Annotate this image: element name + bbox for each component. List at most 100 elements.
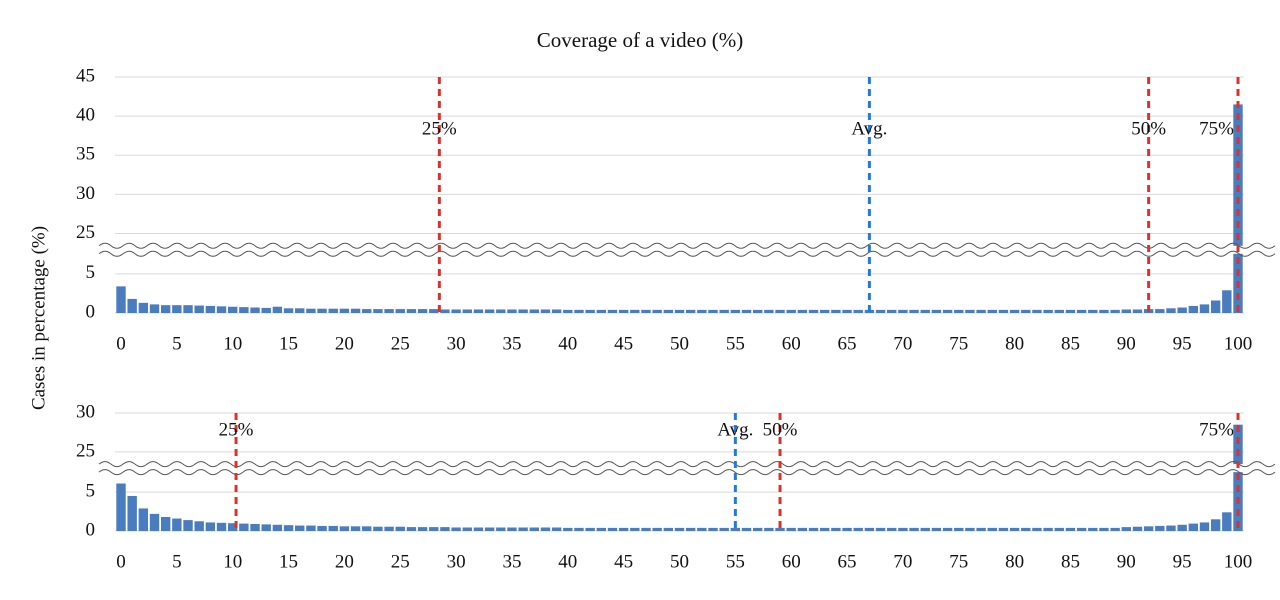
bar	[685, 309, 696, 313]
bar	[596, 527, 607, 531]
bar	[272, 306, 283, 313]
bar	[183, 305, 193, 313]
bar	[630, 527, 640, 531]
bar	[585, 309, 595, 313]
bar	[842, 527, 852, 531]
marker-label: 25%	[219, 419, 254, 440]
x-tick-label: 0	[116, 551, 126, 572]
bar	[373, 526, 383, 531]
y-tick-label: 5	[86, 262, 96, 283]
marker-label: 25%	[422, 118, 457, 139]
bar	[976, 527, 986, 531]
bar	[451, 527, 461, 531]
bar	[708, 527, 718, 531]
bar	[551, 309, 562, 313]
bar	[138, 508, 149, 531]
bar	[172, 518, 182, 531]
marker-label: 50%	[1131, 118, 1166, 139]
axis-break	[98, 250, 1276, 257]
bar	[931, 527, 942, 531]
x-tick-label: 75	[949, 551, 968, 572]
x-tick-label: 65	[838, 551, 857, 572]
x-tick-label: 90	[1117, 333, 1136, 354]
bar	[596, 309, 607, 313]
bar	[1132, 309, 1143, 313]
bar	[384, 526, 394, 531]
y-tick-label: 0	[86, 519, 96, 540]
x-tick-label: 60	[782, 333, 801, 354]
bar	[831, 309, 841, 313]
bar	[1043, 527, 1053, 531]
bar	[965, 527, 975, 531]
bar	[775, 527, 785, 531]
bar	[272, 524, 283, 531]
bar	[663, 309, 674, 313]
marker-label: 75%	[1199, 419, 1234, 440]
bar	[540, 527, 551, 531]
bar	[261, 524, 271, 531]
x-tick-label: 95	[1173, 333, 1192, 354]
bar	[875, 309, 886, 313]
bar	[194, 521, 204, 531]
marker-label: 50%	[763, 419, 798, 440]
bar	[160, 305, 171, 313]
bar	[395, 526, 405, 531]
y-tick-label: 30	[76, 183, 95, 204]
x-tick-label: 55	[726, 551, 745, 572]
bar	[931, 309, 942, 313]
bar	[1188, 305, 1199, 313]
bar	[741, 527, 752, 531]
bar	[362, 309, 372, 313]
y-tick-label: 25	[76, 440, 95, 461]
bar	[864, 527, 875, 531]
bar	[920, 309, 930, 313]
y-tick-label: 40	[76, 104, 95, 125]
bar	[1065, 309, 1076, 313]
x-tick-label: 50	[670, 551, 689, 572]
bar	[842, 309, 852, 313]
y-tick-label: 5	[86, 480, 96, 501]
bar	[1099, 309, 1109, 313]
bar	[529, 527, 539, 531]
bar	[1177, 307, 1187, 313]
bar	[1166, 308, 1176, 313]
bar	[942, 309, 953, 313]
bar	[1110, 309, 1120, 313]
bar	[954, 309, 964, 313]
bar	[730, 309, 741, 313]
bar	[339, 526, 350, 531]
bar	[1210, 300, 1221, 313]
bar	[317, 308, 327, 313]
bar	[540, 309, 551, 313]
bar	[875, 527, 886, 531]
bar	[194, 305, 204, 313]
bar	[741, 309, 752, 313]
bar	[473, 527, 484, 531]
bar	[462, 309, 472, 313]
bar	[1054, 527, 1064, 531]
bar	[295, 525, 305, 531]
bar	[998, 527, 1009, 531]
x-tick-label: 75	[949, 333, 968, 354]
bar	[909, 527, 919, 531]
bar	[160, 516, 171, 531]
bar	[1177, 524, 1187, 531]
bar	[216, 522, 227, 531]
bar	[183, 520, 193, 531]
bar	[283, 308, 294, 313]
bar	[239, 307, 249, 313]
bar	[350, 308, 361, 313]
x-tick-label: 80	[1005, 551, 1024, 572]
marker-label: Avg.	[717, 419, 753, 440]
bar	[563, 527, 573, 531]
bar	[440, 527, 450, 531]
bar	[1088, 527, 1098, 531]
bar	[1210, 519, 1221, 531]
bar	[362, 526, 372, 531]
x-tick-label: 5	[172, 333, 182, 354]
bar	[641, 309, 651, 313]
bar	[317, 525, 327, 531]
axis-break	[98, 461, 1276, 468]
bar	[719, 527, 729, 531]
